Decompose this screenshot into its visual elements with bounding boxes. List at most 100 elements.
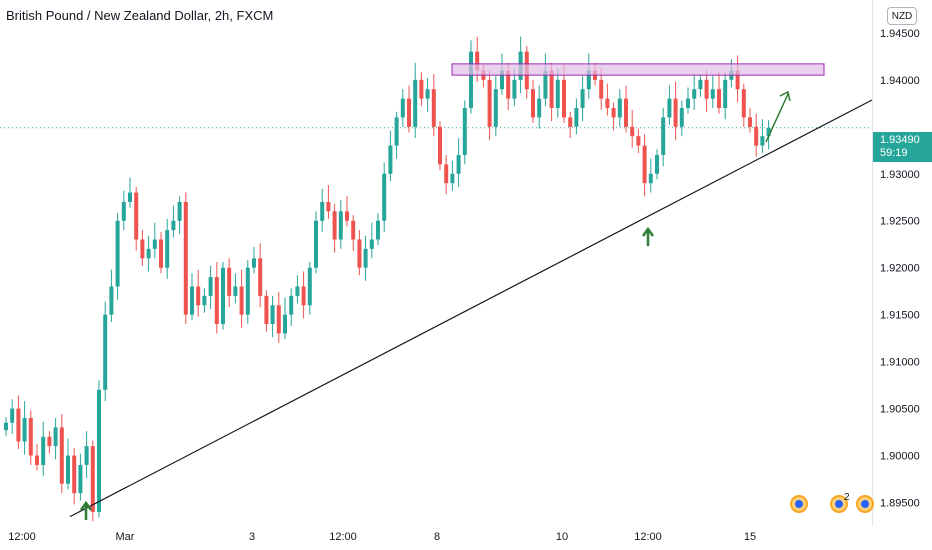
event-flag-icon[interactable] (790, 495, 808, 513)
candle-body (314, 220, 318, 268)
candle-body (717, 89, 721, 109)
candle-body (456, 154, 461, 174)
projection-arrow-head (779, 90, 791, 102)
candle-body (252, 258, 256, 268)
drawings[interactable] (69, 63, 873, 520)
candle-body (264, 295, 269, 325)
candle-body (574, 108, 579, 127)
candle-body (214, 277, 219, 325)
candle-body (549, 70, 554, 109)
candle-body (710, 89, 715, 99)
candle-body (469, 51, 473, 109)
resistance-zone[interactable] (451, 63, 825, 76)
y-tick-label: 1.91500 (880, 310, 920, 322)
candle-body (109, 286, 114, 315)
candle-body (283, 314, 287, 334)
candle-body (4, 422, 8, 431)
candle-body (165, 230, 170, 268)
x-axis-labels: 12:00 Mar 3 12:00 8 10 12:00 15 (8, 531, 756, 543)
candle-body (351, 220, 356, 240)
candle-body (704, 79, 709, 99)
candle-body (196, 286, 201, 306)
y-tick-label: 1.90000 (880, 451, 920, 463)
candle-body (208, 277, 213, 296)
y-axis-labels: 1.94500 1.94000 1.93000 1.92500 1.92000 1.915… (880, 28, 920, 510)
candle-body (438, 126, 442, 165)
candle-body (698, 79, 703, 90)
candle-body (376, 220, 380, 240)
candle-body (152, 239, 157, 249)
candle-body (642, 145, 647, 184)
chart-title: British Pound / New Zealand Dollar, 2h, … (6, 8, 273, 23)
candle-body (183, 201, 188, 315)
candle-body (611, 108, 616, 118)
event-flag-icon[interactable] (830, 495, 848, 513)
candle-body (177, 201, 182, 221)
candle-body (648, 173, 653, 184)
candle-body (673, 98, 678, 127)
y-tick-label: 1.90500 (880, 404, 920, 416)
candle-body (301, 286, 306, 306)
candle-body (500, 70, 504, 90)
candle-body (245, 267, 250, 315)
candle-body (667, 98, 672, 118)
candle-body (512, 79, 517, 99)
candle-body (599, 79, 604, 99)
x-tick-label: 12:00 (8, 531, 36, 543)
current-price-badge: 1.93490 59:19 (873, 132, 932, 162)
candle-body (431, 89, 436, 127)
candle-body (617, 98, 622, 118)
candle-body (661, 117, 666, 155)
candle-body (357, 239, 362, 268)
candle-body (10, 408, 15, 423)
candle-body (47, 436, 52, 447)
candle-body (140, 239, 145, 259)
price-axis-separator (872, 0, 873, 526)
candle-body (760, 136, 765, 146)
event-count-label: 2 (844, 492, 850, 503)
currency-button[interactable]: NZD (887, 7, 917, 25)
candle-body (450, 173, 455, 184)
y-tick-label: 1.91000 (880, 357, 920, 369)
candle-body (28, 417, 33, 456)
candle-body (221, 267, 225, 325)
title-symbol: British Pound / New Zealand Dollar, 2h, … (6, 8, 274, 23)
trendline[interactable] (69, 99, 873, 518)
candle-body (692, 89, 697, 99)
projection-arrow[interactable] (765, 93, 789, 143)
candle-body (425, 89, 430, 99)
y-tick-label: 1.94000 (880, 75, 920, 87)
candle-body (171, 220, 176, 231)
candle-body (735, 70, 740, 90)
candle-body (382, 173, 387, 221)
x-tick-label: 8 (434, 531, 440, 543)
x-tick-label: 12:00 (329, 531, 357, 543)
candle-body (636, 136, 641, 146)
candle-body (103, 314, 108, 390)
candle-body (766, 127, 771, 137)
candle-body (78, 464, 83, 494)
candle-body (159, 239, 163, 268)
candle-body (72, 455, 77, 494)
candle-body (686, 98, 690, 109)
candle-body (679, 108, 684, 127)
event-flag-icon[interactable] (856, 495, 874, 513)
candle-body (400, 98, 405, 118)
candle-body (407, 98, 411, 127)
candle-body (35, 455, 39, 465)
candle-body (655, 154, 659, 174)
candle-body (419, 79, 424, 99)
candle-body (537, 98, 542, 118)
candle-body (388, 145, 393, 174)
candle-body (202, 295, 207, 306)
candle-body (580, 89, 585, 109)
candle-body (754, 126, 759, 146)
up-arrow-head (79, 500, 93, 511)
candle-body (568, 117, 573, 127)
candle-body (531, 89, 535, 118)
candle-body (493, 89, 498, 127)
candle-body (16, 408, 21, 442)
candle-body (363, 248, 368, 268)
current-price-label: 1.93490 (880, 134, 920, 146)
